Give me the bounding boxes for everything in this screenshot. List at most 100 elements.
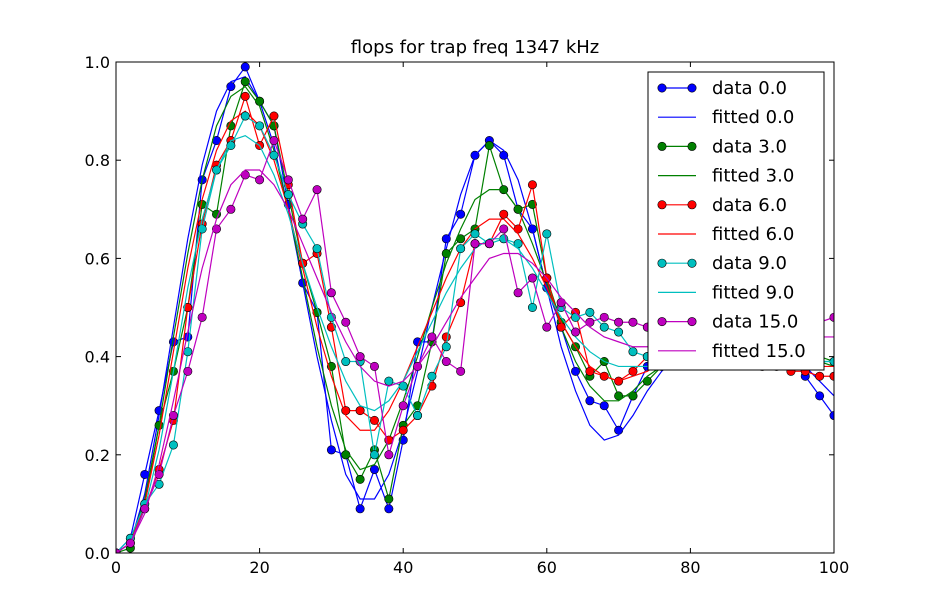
data-point-data-15-0 [441,357,451,367]
data-point-data-3-0 [484,140,494,150]
legend-marker-data-3-0 [687,141,697,151]
data-point-data-6-0 [499,209,509,219]
data-point-data-9-0 [527,302,537,312]
data-point-data-6-0 [355,406,365,416]
legend-label: fitted 9.0 [712,282,794,303]
data-point-data-0-0 [369,465,379,475]
legend-label: fitted 6.0 [712,224,794,245]
legend-label: data 0.0 [712,78,787,99]
data-point-data-9-0 [441,342,451,352]
data-point-data-15-0 [513,288,523,298]
data-point-data-0-0 [355,504,365,514]
chart-title: flops for trap freq 1347 kHz [351,37,599,58]
data-point-data-6-0 [398,425,408,435]
legend-label: fitted 15.0 [712,341,806,362]
data-point-data-9-0 [470,229,480,239]
data-point-data-6-0 [815,371,825,381]
legend-label: data 6.0 [712,195,787,216]
data-point-data-15-0 [456,366,466,376]
data-point-data-6-0 [183,302,193,312]
data-point-data-9-0 [168,440,178,450]
legend-marker-data-15-0 [687,317,697,327]
legend-label: fitted 0.0 [712,107,794,128]
data-point-data-15-0 [255,175,265,185]
legend-marker-data-6-0 [687,200,697,210]
data-point-data-0-0 [815,391,825,401]
data-point-data-15-0 [355,352,365,362]
data-point-data-15-0 [384,450,394,460]
data-point-data-15-0 [527,273,537,283]
y-tick-label: 1.0 [85,53,110,72]
data-point-data-6-0 [240,91,250,101]
legend-marker-data-3-0 [657,141,667,151]
legend-label: data 15.0 [712,312,798,333]
data-point-data-9-0 [456,244,466,254]
data-point-data-9-0 [413,411,423,421]
data-point-data-15-0 [542,322,552,332]
data-point-data-0-0 [456,209,466,219]
data-point-data-15-0 [326,288,336,298]
legend-marker-data-0-0 [687,83,697,93]
legend-marker-data-6-0 [657,200,667,210]
legend-label: fitted 3.0 [712,166,794,187]
data-point-data-15-0 [556,298,566,308]
y-tick-label: 0.6 [85,249,110,268]
data-point-data-9-0 [571,312,581,322]
y-tick-label: 0.2 [85,446,110,465]
data-point-data-6-0 [628,366,638,376]
data-point-data-3-0 [240,77,250,87]
data-point-data-0-0 [384,504,394,514]
data-point-data-15-0 [197,312,207,322]
data-point-data-6-0 [527,180,537,190]
data-point-data-15-0 [614,317,624,327]
x-tick-label: 60 [537,558,557,577]
data-point-data-15-0 [283,175,293,185]
x-tick-label: 80 [680,558,700,577]
x-tick-label: 40 [393,558,413,577]
data-point-data-15-0 [427,332,437,342]
data-point-data-9-0 [255,121,265,131]
data-point-data-15-0 [298,214,308,224]
data-point-data-0-0 [585,396,595,406]
y-tick-label: 0.0 [85,544,110,563]
legend-marker-data-9-0 [687,258,697,268]
data-point-data-6-0 [369,415,379,425]
legend-marker-data-9-0 [657,258,667,268]
data-point-data-9-0 [599,322,609,332]
data-point-data-15-0 [585,317,595,327]
data-point-data-9-0 [240,111,250,121]
data-point-data-15-0 [599,312,609,322]
axes-frame [115,61,835,554]
legend-label: data 9.0 [712,253,787,274]
data-point-data-0-0 [326,445,336,455]
data-point-data-15-0 [341,317,351,327]
x-tick-label: 20 [249,558,269,577]
data-point-data-15-0 [484,239,494,249]
data-point-data-6-0 [441,332,451,342]
data-point-data-15-0 [312,185,322,195]
data-point-data-15-0 [269,136,279,146]
data-point-data-15-0 [369,361,379,371]
data-point-data-15-0 [470,239,480,249]
legend-marker-data-0-0 [657,83,667,93]
legend: data 0.0 fitted 0.0 data 3.0 fitted 3.0 data… [647,71,825,371]
data-point-data-0-0 [571,366,581,376]
data-point-data-9-0 [614,327,624,337]
data-point-data-9-0 [269,150,279,160]
data-point-data-15-0 [499,224,509,234]
data-point-data-3-0 [355,474,365,484]
legend-box [647,71,825,371]
legend-marker-data-15-0 [657,317,667,327]
legend-label: data 3.0 [712,136,787,157]
data-point-data-15-0 [226,204,236,214]
x-tick-label: 0 [111,558,121,577]
data-point-data-15-0 [398,401,408,411]
data-point-data-9-0 [585,307,595,317]
data-point-data-9-0 [341,357,351,367]
data-point-data-15-0 [628,317,638,327]
x-tick-label: 100 [819,558,850,577]
data-point-data-3-0 [642,376,652,386]
y-tick-label: 0.8 [85,151,110,170]
data-point-data-9-0 [384,376,394,386]
data-point-data-9-0 [427,371,437,381]
